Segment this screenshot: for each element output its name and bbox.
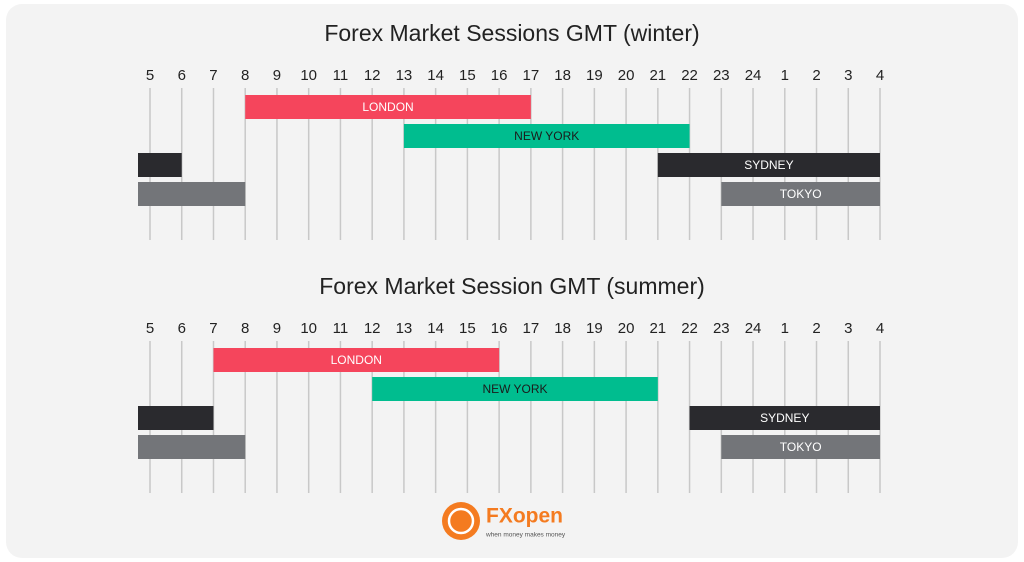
session-label: SYDNEY (744, 158, 793, 172)
x-tick-label: 11 (333, 320, 349, 337)
x-tick-label: 18 (554, 320, 571, 337)
x-tick-label: 14 (427, 67, 444, 84)
x-tick-label: 17 (523, 67, 540, 84)
x-tick-label: 19 (586, 67, 603, 84)
x-tick-label: 9 (273, 320, 281, 337)
x-tick-label: 6 (178, 67, 186, 84)
session-bar (403, 124, 690, 148)
x-tick-label: 22 (681, 67, 698, 84)
logo-icon-ring (447, 507, 475, 535)
chart-title: Forex Market Sessions GMT (winter) (324, 20, 699, 46)
session-bar (721, 435, 880, 459)
x-tick-label: 3 (844, 320, 852, 337)
x-tick-label: 18 (554, 67, 571, 84)
x-tick-label: 15 (459, 67, 476, 84)
session-bar (138, 153, 182, 177)
x-tick-label: 20 (618, 67, 635, 84)
x-tick-label: 9 (273, 67, 281, 84)
logo: FXopen when money makes money (442, 502, 566, 540)
x-tick-label: 5 (146, 67, 154, 84)
session-label: LONDON (331, 353, 382, 367)
session-label: SYDNEY (760, 411, 809, 425)
session-bar (657, 153, 880, 177)
x-tick-label: 7 (209, 67, 217, 84)
x-tick-label: 21 (649, 67, 666, 84)
x-tick-label: 8 (241, 320, 249, 337)
x-tick-label: 8 (241, 67, 249, 84)
x-tick-label: 1 (781, 67, 789, 84)
session-bar (138, 435, 246, 459)
session-bar (689, 406, 880, 430)
chart-title: Forex Market Session GMT (summer) (319, 273, 705, 299)
logo-icon (442, 502, 480, 540)
x-tick-label: 22 (681, 320, 698, 337)
x-tick-label: 10 (300, 67, 317, 84)
x-tick-label: 12 (364, 67, 381, 84)
x-tick-label: 1 (781, 320, 789, 337)
x-tick-label: 16 (491, 320, 508, 337)
session-bar (721, 182, 880, 206)
x-tick-label: 13 (396, 320, 413, 337)
x-tick-label: 7 (209, 320, 217, 337)
x-tick-label: 15 (459, 320, 476, 337)
x-tick-label: 5 (146, 320, 154, 337)
x-tick-label: 3 (844, 67, 852, 84)
session-label: TOKYO (780, 187, 822, 201)
session-bar (245, 95, 531, 119)
x-tick-label: 24 (745, 67, 762, 84)
session-bar (138, 406, 214, 430)
x-tick-label: 17 (523, 320, 540, 337)
x-tick-label: 11 (333, 67, 349, 84)
logo-tagline: when money makes money (485, 532, 566, 539)
session-bar (138, 182, 246, 206)
x-tick-label: 4 (876, 320, 884, 337)
x-tick-label: 19 (586, 320, 603, 337)
session-label: LONDON (362, 100, 413, 114)
x-tick-label: 6 (178, 320, 186, 337)
x-tick-label: 12 (364, 320, 381, 337)
x-tick-label: 20 (618, 320, 635, 337)
x-tick-label: 21 (649, 320, 666, 337)
x-tick-label: 24 (745, 320, 762, 337)
session-label: NEW YORK (482, 382, 547, 396)
session-label: TOKYO (780, 440, 822, 454)
x-tick-label: 14 (427, 320, 444, 337)
x-tick-label: 13 (396, 67, 413, 84)
session-label: NEW YORK (514, 129, 579, 143)
x-tick-label: 2 (812, 320, 820, 337)
x-tick-label: 23 (713, 320, 730, 337)
x-tick-label: 23 (713, 67, 730, 84)
session-bar (213, 348, 500, 372)
logo-name: FXopen (486, 505, 563, 528)
x-tick-label: 10 (300, 320, 317, 337)
x-tick-label: 16 (491, 67, 508, 84)
x-tick-label: 2 (812, 67, 820, 84)
session-bar (372, 377, 658, 401)
x-tick-label: 4 (876, 67, 884, 84)
